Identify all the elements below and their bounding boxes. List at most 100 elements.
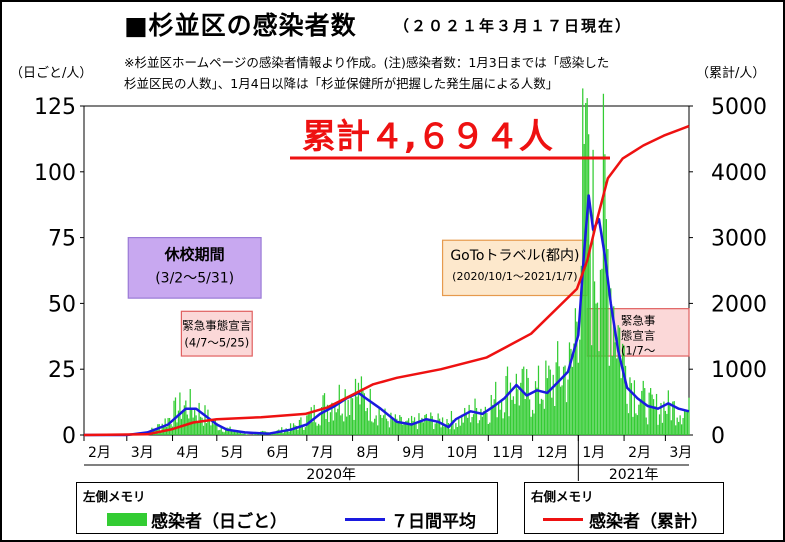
month-tick-label: 2月 [628, 445, 651, 461]
daily-bar [421, 417, 423, 435]
daily-bar [372, 422, 374, 435]
daily-bar [409, 423, 411, 435]
month-tick-label: 8月 [357, 445, 380, 461]
month-tick-label: 1月 [582, 445, 605, 461]
daily-bar [331, 402, 333, 435]
daily-bar [602, 93, 605, 435]
daily-bar [388, 427, 391, 435]
daily-bar [323, 393, 326, 435]
daily-bar [588, 134, 590, 435]
daily-bar [320, 407, 323, 435]
emergency-1-title: 緊急事態宣言 [182, 318, 251, 332]
daily-bar [492, 404, 494, 435]
daily-bar [211, 419, 214, 435]
daily-bar [385, 418, 388, 435]
daily-bar [605, 219, 607, 435]
daily-bar [478, 420, 481, 435]
daily-bar [469, 422, 472, 435]
daily-bar [418, 413, 420, 435]
daily-bar [397, 422, 399, 435]
daily-bar [335, 412, 337, 435]
daily-bar [533, 413, 535, 435]
daily-bar [253, 434, 255, 435]
daily-bar [586, 98, 588, 435]
daily-bar [329, 412, 332, 435]
daily-bar [477, 423, 479, 435]
left-y-tick-label: 100 [34, 161, 76, 186]
source-note-line1: ※杉並区ホームページの感染者情報より作成。(注)感染者数：1月3日までは「感染し… [124, 55, 610, 70]
daily-bar [508, 416, 510, 435]
daily-bar [390, 412, 392, 435]
daily-bar [496, 417, 498, 435]
daily-bar [506, 366, 509, 435]
daily-bar [664, 410, 667, 435]
daily-bar [382, 415, 385, 435]
daily-bar [554, 405, 556, 435]
daily-bar [210, 425, 212, 435]
daily-bar [663, 401, 665, 435]
daily-bar [669, 403, 671, 435]
daily-bar [440, 427, 442, 435]
daily-bar [222, 431, 224, 435]
daily-bar [158, 424, 160, 435]
daily-bar [319, 425, 321, 435]
daily-bar [332, 420, 335, 435]
daily-bar [610, 288, 612, 435]
daily-bar [208, 419, 211, 435]
daily-bar [346, 416, 348, 435]
daily-bar [559, 386, 562, 435]
daily-bar [666, 413, 668, 435]
daily-bar [362, 388, 364, 435]
daily-bar [539, 403, 541, 435]
year-label: 2021年 [609, 467, 659, 483]
daily-bar [328, 421, 330, 435]
daily-bar [499, 409, 501, 435]
daily-bar [301, 426, 304, 435]
daily-bar [505, 375, 507, 435]
daily-bar [464, 407, 466, 435]
emergency-1-box [180, 310, 253, 357]
legend-average-label: ７日間平均 [391, 512, 476, 532]
daily-bar [365, 411, 367, 435]
goto-title: GoToトラベル(都内) [450, 248, 579, 264]
daily-bar [368, 420, 370, 435]
daily-bar [431, 416, 433, 435]
right-y-tick-label: 2000 [711, 292, 767, 317]
left-axis-unit: （日ごと/人） [10, 66, 93, 81]
daily-bar [291, 427, 293, 435]
daily-bar [655, 393, 658, 435]
daily-bar [517, 389, 519, 435]
legend-average: ７日間平均 [345, 507, 476, 532]
daily-bar [443, 426, 445, 435]
daily-bar [567, 379, 569, 435]
daily-bar [326, 404, 329, 435]
legend-cumulative-label: 感染者（累計） [589, 512, 708, 532]
daily-bar [601, 268, 603, 435]
daily-bar [254, 434, 256, 435]
daily-bar [670, 420, 672, 435]
daily-bar [518, 405, 520, 435]
daily-bar [201, 417, 203, 435]
left-y-tick-label: 50 [48, 292, 76, 317]
daily-bar [678, 421, 680, 435]
daily-bar [441, 417, 444, 435]
daily-bar [486, 413, 488, 435]
daily-bar [360, 376, 363, 435]
daily-bar [537, 365, 540, 435]
daily-bar [183, 405, 185, 435]
daily-bar [400, 416, 402, 435]
daily-bar [459, 425, 461, 435]
daily-bar [657, 424, 659, 435]
daily-bar [217, 430, 219, 435]
legend-daily: 感染者（日ごと） [107, 507, 287, 532]
daily-bar [514, 403, 516, 435]
daily-bar [523, 366, 525, 435]
daily-bar [652, 399, 655, 435]
daily-bar [366, 407, 368, 435]
daily-bar [619, 327, 621, 435]
daily-bar [458, 419, 460, 435]
daily-bar [484, 406, 486, 435]
daily-bar [202, 425, 205, 435]
cumulative-line [83, 124, 690, 437]
daily-bar [284, 430, 286, 435]
